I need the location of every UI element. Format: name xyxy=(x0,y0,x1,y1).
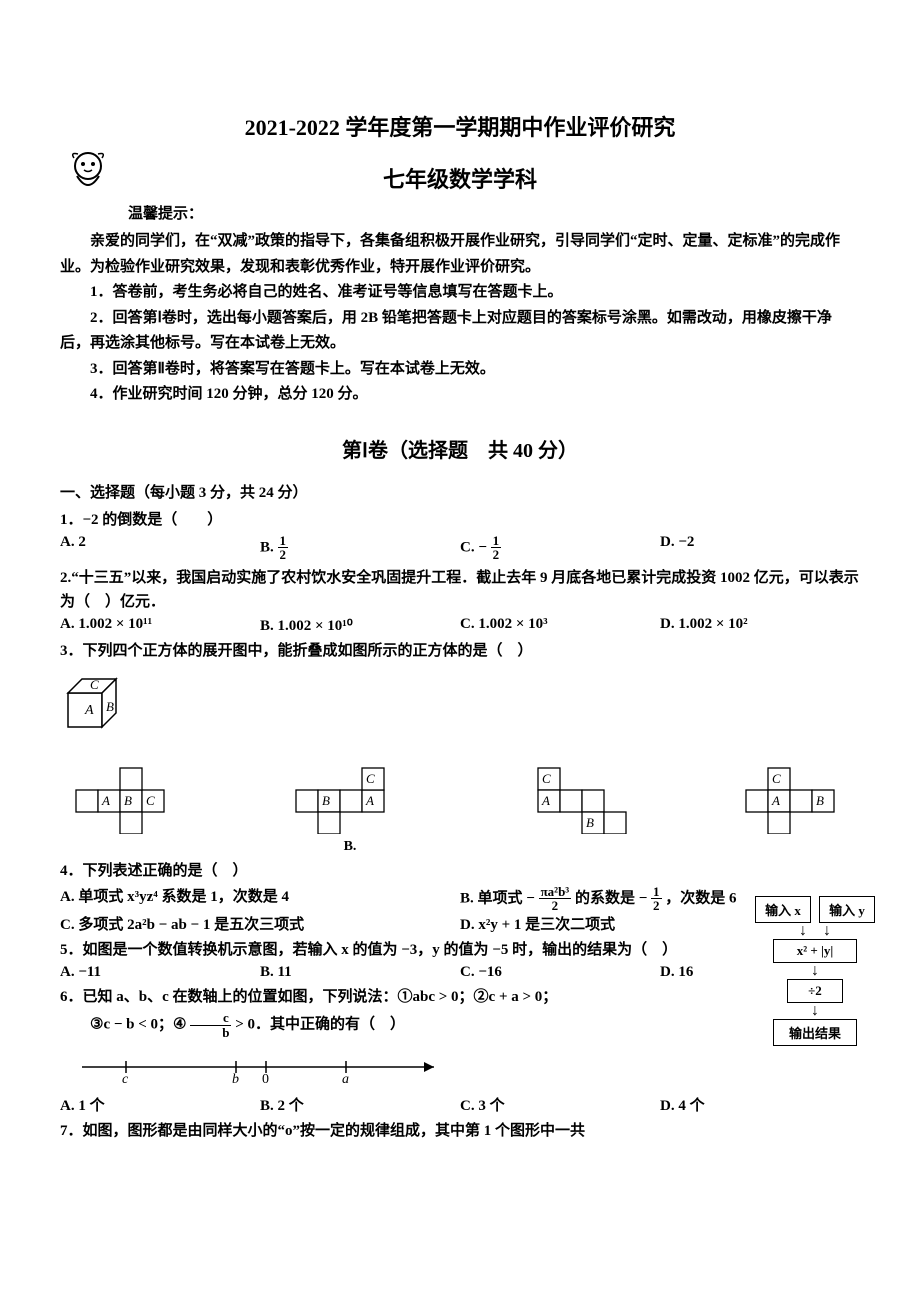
instruction-1: 1．答卷前，考生务必将自己的姓名、准考证号等信息填写在答题卡上。 xyxy=(60,280,860,306)
flow-input-x: 输入 x xyxy=(755,896,811,923)
svg-text:C: C xyxy=(366,771,375,786)
mascot-icon xyxy=(60,146,116,202)
q3-nets-row: A B C B C A B. xyxy=(70,764,850,855)
net-icon: A B C xyxy=(70,764,190,834)
subtitle-row: 七年级数学学科 xyxy=(60,162,860,194)
svg-text:b: b xyxy=(232,1072,239,1085)
main-title: 2021-2022 学年度第一学期期中作业评价研究 xyxy=(60,110,860,142)
svg-text:0: 0 xyxy=(262,1072,269,1085)
flow-op1: x² + |y| xyxy=(773,939,857,963)
arrow-down-icon: ↓ xyxy=(750,963,880,979)
q7-stem: 7．如图，图形都是由同样大小的“o”按一定的规律组成，其中第 1 个图形中一共 xyxy=(60,1119,860,1143)
subtitle: 七年级数学学科 xyxy=(383,162,537,194)
svg-text:C: C xyxy=(542,771,551,786)
svg-text:B: B xyxy=(106,699,114,714)
q3-net-c: C A B xyxy=(510,764,630,855)
q3-net-b-caption: B. xyxy=(290,839,410,855)
arrow-down-icon: ↓ ↓ xyxy=(750,923,880,939)
arrow-down-icon: ↓ xyxy=(750,1003,880,1019)
q1-stem: 1．−2 的倒数是（ ） xyxy=(60,508,860,532)
q2-opt-a: A. 1.002 × 10¹¹ xyxy=(60,616,260,635)
q2-opt-c: C. 1.002 × 10³ xyxy=(460,616,660,635)
q5-opt-a: A. −11 xyxy=(60,964,260,981)
q4-stem: 4．下列表述正确的是（ ） xyxy=(60,859,860,883)
q5-opt-b: B. 11 xyxy=(260,964,460,981)
instruction-3: 3．回答第Ⅱ卷时，将答案写在答题卡上。写在本试卷上无效。 xyxy=(60,357,860,383)
svg-text:C: C xyxy=(146,793,155,808)
net-icon: C A B xyxy=(730,764,850,834)
svg-text:B: B xyxy=(322,793,330,808)
net-icon: C A B xyxy=(510,764,630,834)
q3-net-d: C A B xyxy=(730,764,850,855)
q4-opt-c: C. 多项式 2a²b − ab − 1 是五次三项式 xyxy=(60,913,460,934)
q2-stem: 2.“十三五”以来，我国启动实施了农村饮水安全巩固提升工程．截止去年 9 月底各… xyxy=(60,566,860,614)
q1-opt-d: D. −2 xyxy=(660,534,860,562)
q6-opt-a: A. 1 个 xyxy=(60,1094,260,1115)
q3-net-b: B C A B. xyxy=(290,764,410,855)
q5-options: A. −11 B. 11 C. −16 D. 16 xyxy=(60,964,860,981)
q3-net-a: A B C xyxy=(70,764,190,855)
q2-opt-b: B. 1.002 × 10¹⁰ xyxy=(260,616,460,635)
fraction-icon: 1 2 xyxy=(651,885,662,913)
q3-stem: 3．下列四个正方体的展开图中，能折叠成如图所示的正方体的是（ ） xyxy=(60,639,860,663)
fraction-icon: πa²b³ 2 xyxy=(539,885,572,913)
instruction-2: 2．回答第Ⅰ卷时，选出每小题答案后，用 2B 铅笔把答题卡上对应题目的答案标号涂… xyxy=(60,306,860,357)
q6-opt-b: B. 2 个 xyxy=(260,1094,460,1115)
exam-page: 2021-2022 学年度第一学期期中作业评价研究 七年级数学学科 温馨提示： … xyxy=(0,0,920,1302)
q6-options: A. 1 个 B. 2 个 C. 3 个 D. 4 个 xyxy=(60,1094,860,1115)
svg-text:C: C xyxy=(90,677,99,692)
svg-text:A: A xyxy=(101,793,110,808)
svg-text:B: B xyxy=(124,793,132,808)
hint-label: 温馨提示： xyxy=(128,202,860,223)
q5-flowchart: 输入 x 输入 y ↓ ↓ x² + |y| ↓ ÷2 ↓ 输出结果 xyxy=(750,896,880,1046)
q4-options: A. 单项式 x³yz⁴ 系数是 1，次数是 4 B. 单项式 − πa²b³ … xyxy=(60,885,860,934)
q2-opt-d: D. 1.002 × 10² xyxy=(660,616,860,635)
svg-text:A: A xyxy=(771,793,780,808)
flow-output: 输出结果 xyxy=(773,1019,857,1046)
q1-opt-b: B. 12 xyxy=(260,534,460,562)
svg-text:A: A xyxy=(541,793,550,808)
svg-text:C: C xyxy=(772,771,781,786)
svg-text:A: A xyxy=(365,793,374,808)
cube-icon: A B C xyxy=(60,671,140,749)
svg-text:B: B xyxy=(586,815,594,830)
intro-paragraph: 亲爱的同学们，在“双减”政策的指导下，各集备组积极开展作业研究，引导同学们“定时… xyxy=(60,229,860,280)
svg-text:a: a xyxy=(342,1072,349,1085)
svg-text:A: A xyxy=(84,703,94,718)
flow-input-y: 输入 y xyxy=(819,896,875,923)
q1-opt-a: A. 2 xyxy=(60,534,260,562)
q6-stem-line1: 6．已知 a、b、c 在数轴上的位置如图，下列说法：①abc > 0；②c + … xyxy=(60,985,860,1009)
net-icon: B C A xyxy=(290,764,410,834)
fraction-icon: 12 xyxy=(491,534,502,562)
q4-opt-a: A. 单项式 x³yz⁴ 系数是 1，次数是 4 xyxy=(60,885,460,913)
q1-opt-c: C. − 12 xyxy=(460,534,660,562)
group-header: 一、选择题（每小题 3 分，共 24 分） xyxy=(60,481,860,502)
instruction-4: 4．作业研究时间 120 分钟，总分 120 分。 xyxy=(60,382,860,408)
q1-options: A. 2 B. 12 C. − 12 D. −2 xyxy=(60,534,860,562)
q6-opt-c: C. 3 个 xyxy=(460,1094,660,1115)
section-1-header: 第Ⅰ卷（选择题 共 40 分） xyxy=(60,434,860,463)
q5-stem: 5．如图是一个数值转换机示意图，若输入 x 的值为 −3，y 的值为 −5 时，… xyxy=(60,938,860,962)
q5-opt-c: C. −16 xyxy=(460,964,660,981)
q6-stem-line2: ③c − b < 0；④ c b > 0．其中正确的有（ ） xyxy=(60,1011,860,1039)
q2-options: A. 1.002 × 10¹¹ B. 1.002 × 10¹⁰ C. 1.002… xyxy=(60,616,860,635)
svg-text:B: B xyxy=(816,793,824,808)
flow-op2: ÷2 xyxy=(787,979,843,1003)
q6-opt-d: D. 4 个 xyxy=(660,1094,860,1115)
fraction-icon: c b xyxy=(190,1011,231,1039)
q6-number-line: c b 0 a xyxy=(78,1049,860,1090)
q3-cube-figure: A B C xyxy=(60,671,860,754)
svg-text:c: c xyxy=(122,1072,129,1085)
number-line-icon: c b 0 a xyxy=(78,1049,448,1085)
fraction-icon: 12 xyxy=(278,534,289,562)
